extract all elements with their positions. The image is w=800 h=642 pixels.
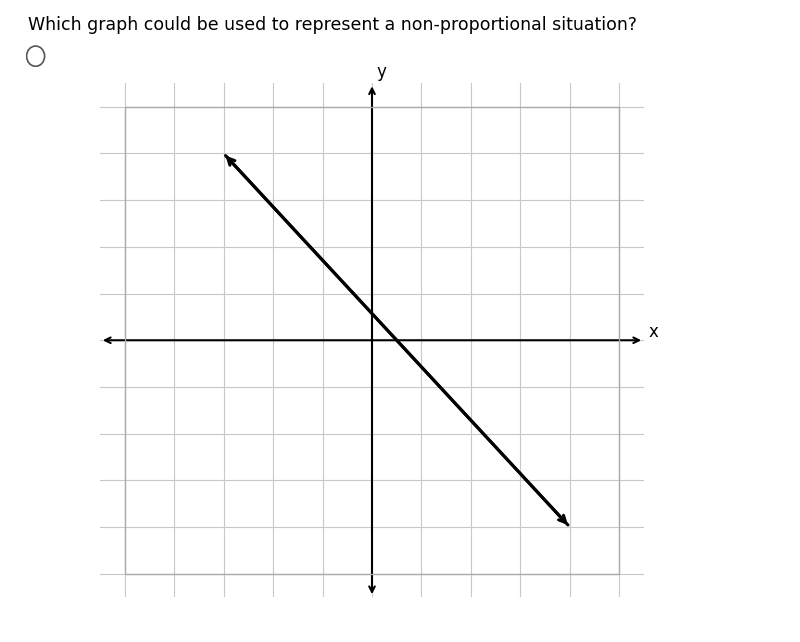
Text: Which graph could be used to represent a non-proportional situation?: Which graph could be used to represent a… xyxy=(28,16,637,34)
Text: y: y xyxy=(376,63,386,81)
Text: x: x xyxy=(649,323,659,341)
